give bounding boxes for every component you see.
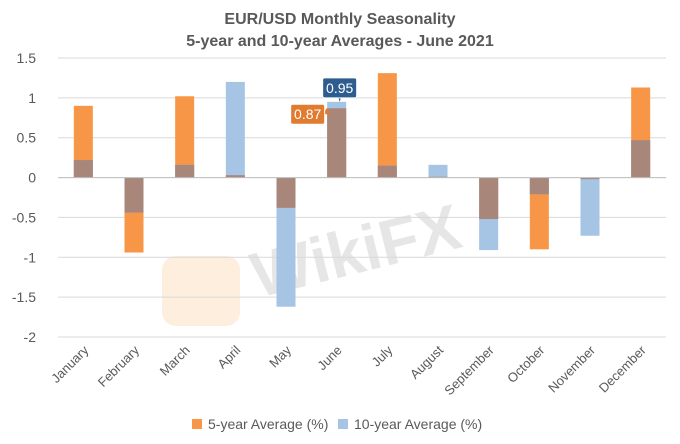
bar-overlap-july <box>377 165 397 178</box>
x-tick-label-november: November <box>545 342 598 395</box>
x-tick-label-december: December <box>596 342 649 395</box>
bar-10-year-april <box>225 81 245 178</box>
x-axis-categories: January February March April May June July Augu… <box>48 342 649 398</box>
y-tick-label: -0.5 <box>12 209 36 225</box>
bars <box>73 73 651 307</box>
y-tick-label: -1 <box>24 249 37 265</box>
bar-overlap-september <box>479 177 499 220</box>
y-tick-label: -1.5 <box>12 289 36 305</box>
x-tick-label-may: May <box>266 342 294 370</box>
x-tick-label-october: October <box>504 342 548 386</box>
chart-title: EUR/USD Monthly Seasonality <box>224 11 455 28</box>
y-tick-label: 0.5 <box>17 130 37 146</box>
x-tick-label-june: June <box>314 343 345 374</box>
chart-subtitle: 5-year and 10-year Averages - June 2021 <box>186 33 494 50</box>
bar-overlap-october <box>529 177 549 195</box>
y-tick-label: 1.5 <box>17 50 37 66</box>
x-tick-label-march: March <box>157 343 193 379</box>
watermark-logo: WikiFX <box>162 190 468 326</box>
bar-5-year-july <box>377 73 397 178</box>
x-tick-label-february: February <box>95 342 143 390</box>
callouts: 0.87 0.95 <box>290 77 358 125</box>
bar-10-year-may <box>276 177 296 307</box>
y-axis-ticks: 1.5 1 0.5 0 -0.5 -1 -1.5 -2 <box>12 50 36 345</box>
y-tick-label: 1 <box>28 90 36 106</box>
x-tick-label-august: August <box>407 342 446 381</box>
callout-label: 0.87 <box>294 106 321 122</box>
legend: 5-year Average (%) 10-year Average (%) <box>192 416 482 432</box>
x-tick-label-september: September <box>441 342 497 398</box>
bar-5-year-october <box>529 177 549 250</box>
watermark-logo-badge <box>162 256 240 326</box>
bar-10-year-november <box>580 177 600 236</box>
x-tick-label-july: July <box>368 342 395 369</box>
gridlines <box>58 57 666 338</box>
bar-overlap-june <box>327 108 347 178</box>
y-tick-label: 0 <box>28 170 36 186</box>
bar-overlap-april <box>225 175 245 178</box>
bar-overlap-may <box>276 177 296 208</box>
bar-overlap-march <box>175 164 195 178</box>
bar-overlap-november <box>580 177 600 180</box>
x-tick-label-april: April <box>214 342 243 371</box>
callout-10-year-average-: 0.95 <box>322 77 358 102</box>
legend-swatch-10-year <box>338 419 348 429</box>
bar-5-year-january <box>73 105 93 178</box>
bar-overlap-december <box>631 140 651 178</box>
legend-swatch-5-year <box>192 419 202 429</box>
y-tick-label: -2 <box>24 329 37 345</box>
legend-label-10-year: 10-year Average (%) <box>354 416 482 432</box>
bar-overlap-february <box>124 177 144 213</box>
bar-5-year-march <box>175 96 195 178</box>
bar-10-year-august <box>428 164 448 178</box>
x-tick-label-january: January <box>48 342 92 386</box>
legend-label-5-year: 5-year Average (%) <box>208 416 328 432</box>
bar-overlap-january <box>73 160 93 178</box>
callout-box <box>322 77 358 99</box>
callout-5-year-average-: 0.87 <box>290 103 331 125</box>
callout-box <box>290 103 326 125</box>
callout-label: 0.95 <box>326 80 353 96</box>
